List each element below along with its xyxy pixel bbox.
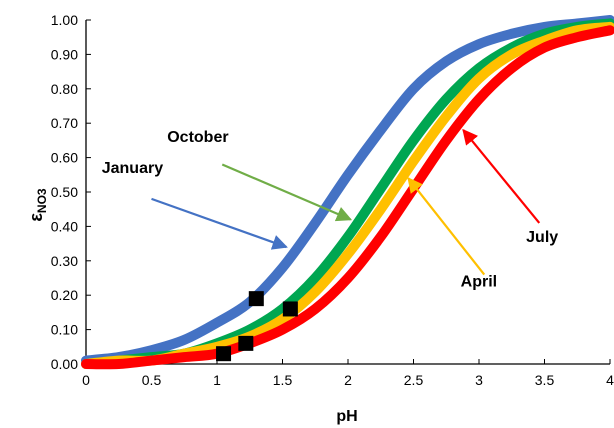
series-group <box>81 15 614 370</box>
data-marker <box>282 301 298 317</box>
y-tick-label: 0.90 <box>51 46 78 62</box>
annotation-arrow-october <box>221 163 353 222</box>
x-tick-label: 0.5 <box>142 372 162 388</box>
y-axis-title-main: ε <box>26 213 46 222</box>
annotation-label-april: April <box>461 274 497 291</box>
y-tick-label: 1.00 <box>51 12 78 28</box>
marker-group <box>216 291 298 362</box>
series-line-january <box>81 15 614 366</box>
series-line-july <box>81 25 614 370</box>
x-tick-label: 2.5 <box>404 372 424 388</box>
series-line-april <box>81 21 614 369</box>
x-tick-label: 2 <box>344 372 352 388</box>
y-tick-label: 0.00 <box>51 356 78 372</box>
x-tick-label: 3.5 <box>535 372 555 388</box>
y-tick-label: 0.30 <box>51 253 78 269</box>
series-line-october <box>81 18 614 369</box>
y-tick-label: 0.20 <box>51 287 78 303</box>
y-tick-label: 0.80 <box>51 81 78 97</box>
data-marker <box>238 335 254 351</box>
data-marker <box>248 291 264 307</box>
x-tick-label: 3 <box>475 372 483 388</box>
axes: 0 0.5 1 1.5 2 2.5 3 3.5 4 0.00 0.10 0.20 0.30 0.40 0.5… <box>51 12 614 388</box>
annotation-arrow-july <box>462 128 541 224</box>
annotation-arrow-april <box>407 177 486 276</box>
x-tick-label: 1 <box>213 372 221 388</box>
x-axis-title: pH <box>336 408 357 425</box>
annotation-label-january: January <box>102 160 163 177</box>
annotation-label-october: October <box>167 129 228 146</box>
x-tick-label: 1.5 <box>273 372 293 388</box>
x-tick-label: 0 <box>82 372 90 388</box>
y-tick-label: 0.60 <box>51 150 78 166</box>
annotation-label-july: July <box>526 229 558 246</box>
y-tick-label: 0.70 <box>51 115 78 131</box>
data-marker <box>216 346 232 362</box>
x-tick-label: 4 <box>606 372 614 388</box>
y-tick-label: 0.50 <box>51 184 78 200</box>
y-axis-title: εNO3 <box>26 188 49 222</box>
annotation-arrow-january <box>151 197 288 250</box>
y-tick-label: 0.40 <box>51 218 78 234</box>
y-tick-label: 0.10 <box>51 322 78 338</box>
y-axis-title-sub: NO3 <box>35 188 49 213</box>
